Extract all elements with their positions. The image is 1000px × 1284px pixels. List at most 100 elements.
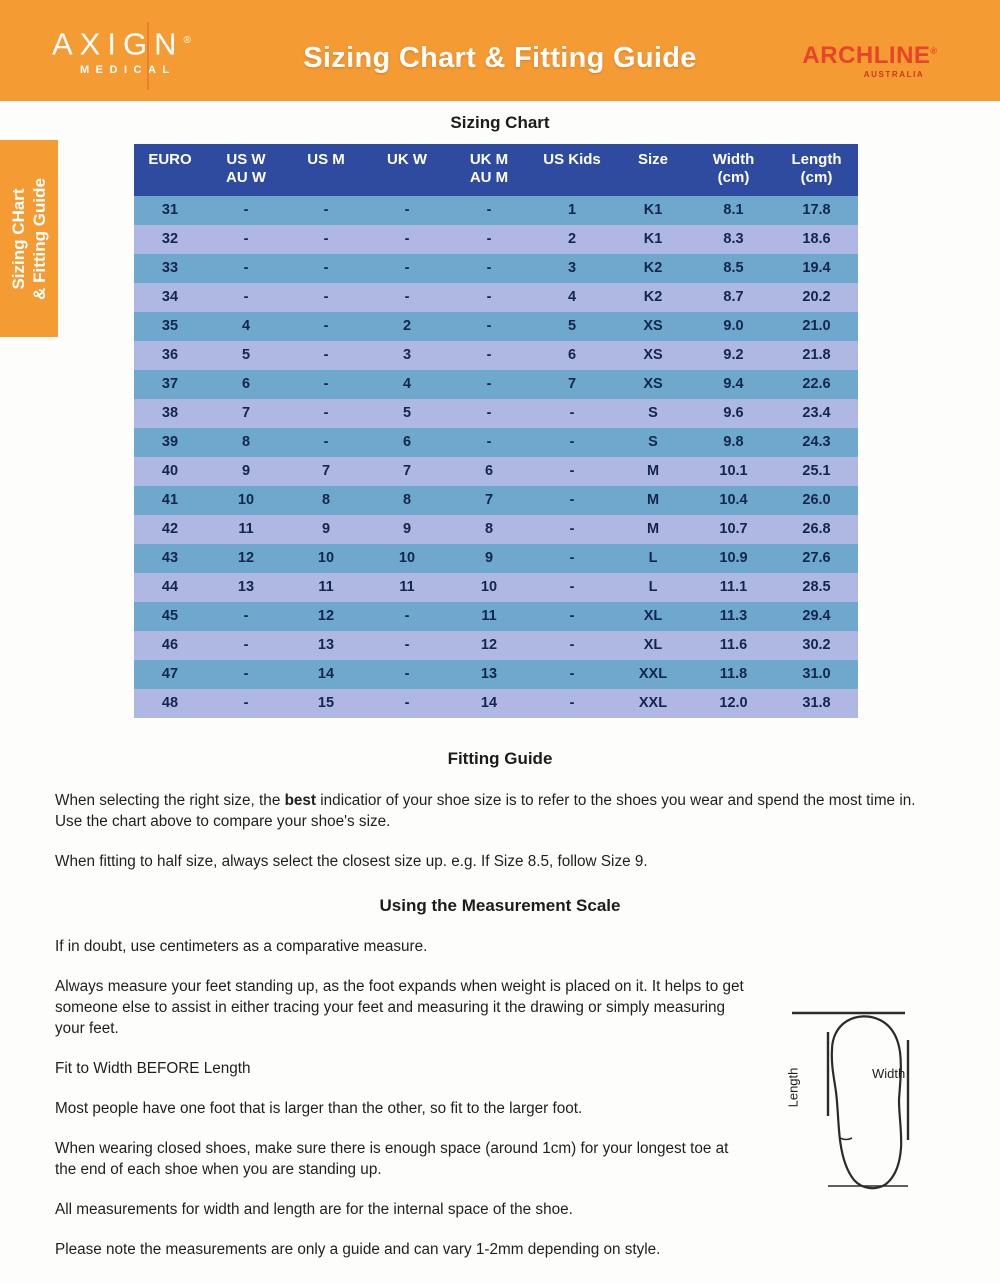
cell-length: 17.8 — [775, 196, 858, 225]
cell-length: 21.0 — [775, 312, 858, 341]
cell-length: 31.8 — [775, 689, 858, 718]
cell-us-w: 8 — [206, 428, 286, 457]
sizing-chart-body: 31- - - -1 K1 8.1 17.8 32- - - -2 K1 8.3 18.6 33- - - -3 K… — [134, 196, 858, 718]
cell-uk-m: - — [448, 341, 530, 370]
cell-length: 26.0 — [775, 486, 858, 515]
cell-length: 24.3 — [775, 428, 858, 457]
cell-uk-w: 7 — [366, 457, 448, 486]
cell-us-w: 9 — [206, 457, 286, 486]
cell-euro: 43 — [134, 544, 206, 573]
cell-uk-w: 9 — [366, 515, 448, 544]
cell-us-m: 15 — [286, 689, 366, 718]
cell-size: L — [614, 544, 692, 573]
fitting-p1-after: indicatior of your shoe size is to refer… — [55, 792, 916, 830]
table-row: 36 5-3-6 XS 9.2 21.8 — [134, 341, 858, 370]
table-row: 33- - - -3 K2 8.5 19.4 — [134, 254, 858, 283]
cell-uk-m: - — [448, 428, 530, 457]
column-header-line1: UK M — [469, 151, 509, 168]
cell-us-kids: 4 — [530, 283, 614, 312]
table-row: 45-12-11- XL 11.3 29.4 — [134, 602, 858, 631]
cell-uk-m: 11 — [448, 602, 530, 631]
cell-euro: 40 — [134, 457, 206, 486]
cell-euro: 44 — [134, 573, 206, 602]
cell-uk-m: - — [448, 283, 530, 312]
column-header-size: Size — [614, 144, 692, 196]
cell-uk-m: - — [448, 196, 530, 225]
cell-uk-w: 3 — [366, 341, 448, 370]
column-header-uk-w: UK W — [366, 144, 448, 196]
cell-us-kids: - — [530, 544, 614, 573]
cell-size: XS — [614, 312, 692, 341]
cell-width: 10.4 — [692, 486, 775, 515]
cell-size: XXL — [614, 689, 692, 718]
foot-measurement-diagram: Width Length — [780, 988, 980, 1203]
cell-us-kids: - — [530, 631, 614, 660]
cell-uk-w: 2 — [366, 312, 448, 341]
cell-width: 9.6 — [692, 399, 775, 428]
cell-us-kids: - — [530, 428, 614, 457]
cell-width: 8.3 — [692, 225, 775, 254]
cell-length: 19.4 — [775, 254, 858, 283]
foot-width-label: Width — [872, 1066, 906, 1081]
cell-euro: 35 — [134, 312, 206, 341]
cell-uk-w: - — [366, 631, 448, 660]
cell-uk-m: 8 — [448, 515, 530, 544]
side-tab-line1: Sizing CHart — [9, 187, 28, 290]
cell-euro: 31 — [134, 196, 206, 225]
cell-us-m: - — [286, 254, 366, 283]
cell-us-w: 13 — [206, 573, 286, 602]
cell-uk-w: - — [366, 254, 448, 283]
cell-width: 11.6 — [692, 631, 775, 660]
table-row: 47-14-13- XXL 11.8 31.0 — [134, 660, 858, 689]
table-row: 44 13 11 11 10- L 11.1 28.5 — [134, 573, 858, 602]
column-header-line1: US Kids — [543, 151, 601, 168]
cell-width: 9.8 — [692, 428, 775, 457]
cell-uk-w: 5 — [366, 399, 448, 428]
cell-size: K2 — [614, 283, 692, 312]
cell-uk-m: 7 — [448, 486, 530, 515]
table-row: 32- - - -2 K1 8.3 18.6 — [134, 225, 858, 254]
cell-us-m: 14 — [286, 660, 366, 689]
cell-width: 9.2 — [692, 341, 775, 370]
table-row: 38 7-5- - S 9.6 23.4 — [134, 399, 858, 428]
fitting-p1-before: When selecting the right size, the — [55, 792, 285, 809]
cell-size: M — [614, 486, 692, 515]
column-header-line1: UK W — [387, 151, 427, 168]
cell-uk-m: 6 — [448, 457, 530, 486]
cell-length: 26.8 — [775, 515, 858, 544]
measurement-scale-heading: Using the Measurement Scale — [379, 896, 621, 915]
cell-width: 12.0 — [692, 689, 775, 718]
fitting-guide-paragraph-2: When fitting to half size, always select… — [55, 853, 648, 870]
cell-euro: 41 — [134, 486, 206, 515]
cell-size: XL — [614, 631, 692, 660]
cell-uk-m: - — [448, 254, 530, 283]
column-header-line2: AU W — [226, 169, 266, 186]
cell-euro: 42 — [134, 515, 206, 544]
cell-uk-m: 9 — [448, 544, 530, 573]
side-tab-label: Sizing CHart & Fitting Guide — [8, 178, 50, 300]
archline-wordmark: ARCHLINE® — [795, 38, 945, 69]
cell-uk-m: - — [448, 312, 530, 341]
cell-euro: 37 — [134, 370, 206, 399]
cell-us-w: - — [206, 602, 286, 631]
axign-name: AXIGN — [52, 26, 184, 62]
cell-uk-m: - — [448, 399, 530, 428]
archline-logo: ARCHLINE® AUSTRALIA — [795, 38, 945, 80]
column-header-line1: US M — [307, 151, 345, 168]
cell-us-kids: - — [530, 399, 614, 428]
cell-length: 22.6 — [775, 370, 858, 399]
cell-uk-m: 12 — [448, 631, 530, 660]
cell-us-w: - — [206, 660, 286, 689]
cell-uk-w: 8 — [366, 486, 448, 515]
cell-us-kids: - — [530, 457, 614, 486]
cell-us-m: 7 — [286, 457, 366, 486]
cell-uk-w: 11 — [366, 573, 448, 602]
cell-us-w: 4 — [206, 312, 286, 341]
cell-length: 20.2 — [775, 283, 858, 312]
cell-euro: 36 — [134, 341, 206, 370]
cell-length: 30.2 — [775, 631, 858, 660]
cell-size: XXL — [614, 660, 692, 689]
cell-uk-w: - — [366, 196, 448, 225]
cell-us-w: - — [206, 196, 286, 225]
cell-size: L — [614, 573, 692, 602]
